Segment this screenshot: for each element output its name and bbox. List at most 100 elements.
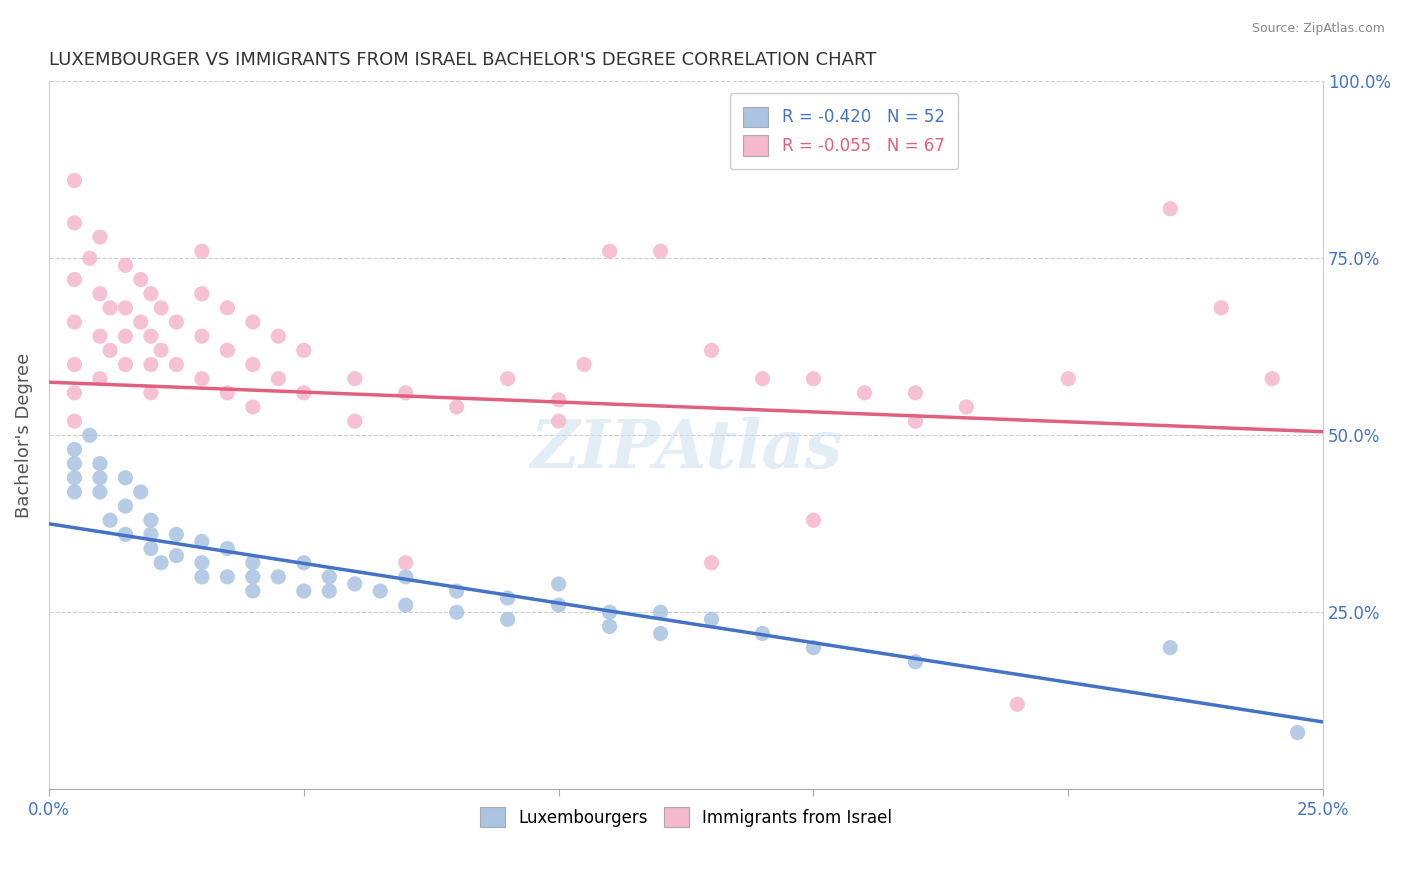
Point	[446, 605, 468, 619]
Point	[242, 315, 264, 329]
Point	[318, 570, 340, 584]
Point	[139, 513, 162, 527]
Text: LUXEMBOURGER VS IMMIGRANTS FROM ISRAEL BACHELOR'S DEGREE CORRELATION CHART: LUXEMBOURGER VS IMMIGRANTS FROM ISRAEL B…	[49, 51, 876, 69]
Point	[700, 343, 723, 358]
Point	[904, 655, 927, 669]
Point	[63, 272, 86, 286]
Point	[599, 605, 621, 619]
Point	[191, 286, 214, 301]
Point	[114, 471, 136, 485]
Point	[63, 471, 86, 485]
Point	[114, 358, 136, 372]
Y-axis label: Bachelor's Degree: Bachelor's Degree	[15, 352, 32, 518]
Point	[63, 457, 86, 471]
Point	[242, 570, 264, 584]
Point	[114, 329, 136, 343]
Point	[292, 556, 315, 570]
Point	[368, 584, 391, 599]
Point	[700, 612, 723, 626]
Point	[191, 371, 214, 385]
Point	[114, 259, 136, 273]
Point	[217, 570, 239, 584]
Point	[165, 358, 187, 372]
Point	[395, 556, 418, 570]
Point	[1286, 725, 1309, 739]
Point	[1211, 301, 1233, 315]
Point	[114, 301, 136, 315]
Point	[191, 329, 214, 343]
Point	[63, 173, 86, 187]
Point	[98, 513, 121, 527]
Point	[547, 392, 569, 407]
Point	[217, 541, 239, 556]
Point	[496, 591, 519, 606]
Point	[292, 343, 315, 358]
Point	[63, 484, 86, 499]
Point	[150, 556, 173, 570]
Legend: Luxembourgers, Immigrants from Israel: Luxembourgers, Immigrants from Israel	[472, 800, 900, 834]
Point	[165, 549, 187, 563]
Point	[853, 385, 876, 400]
Point	[751, 626, 773, 640]
Point	[292, 584, 315, 599]
Point	[599, 244, 621, 259]
Point	[63, 358, 86, 372]
Point	[955, 400, 977, 414]
Point	[139, 286, 162, 301]
Point	[242, 400, 264, 414]
Point	[1261, 371, 1284, 385]
Point	[89, 230, 111, 244]
Point	[1007, 698, 1029, 712]
Point	[139, 541, 162, 556]
Point	[217, 301, 239, 315]
Point	[343, 414, 366, 428]
Point	[89, 484, 111, 499]
Point	[150, 343, 173, 358]
Point	[547, 414, 569, 428]
Point	[446, 584, 468, 599]
Point	[267, 371, 290, 385]
Point	[1057, 371, 1080, 385]
Point	[79, 428, 101, 442]
Point	[129, 315, 152, 329]
Point	[318, 584, 340, 599]
Point	[89, 329, 111, 343]
Point	[572, 358, 595, 372]
Point	[242, 358, 264, 372]
Point	[114, 527, 136, 541]
Point	[904, 385, 927, 400]
Point	[267, 329, 290, 343]
Point	[139, 385, 162, 400]
Point	[63, 414, 86, 428]
Point	[904, 414, 927, 428]
Point	[63, 385, 86, 400]
Point	[242, 556, 264, 570]
Point	[89, 371, 111, 385]
Point	[165, 315, 187, 329]
Point	[650, 626, 672, 640]
Point	[191, 570, 214, 584]
Point	[496, 612, 519, 626]
Point	[547, 598, 569, 612]
Point	[89, 286, 111, 301]
Point	[217, 385, 239, 400]
Point	[599, 619, 621, 633]
Point	[343, 371, 366, 385]
Point	[650, 605, 672, 619]
Point	[650, 244, 672, 259]
Point	[1159, 640, 1181, 655]
Point	[267, 570, 290, 584]
Point	[343, 577, 366, 591]
Point	[191, 556, 214, 570]
Point	[751, 371, 773, 385]
Point	[191, 244, 214, 259]
Text: Source: ZipAtlas.com: Source: ZipAtlas.com	[1251, 22, 1385, 36]
Point	[700, 556, 723, 570]
Point	[139, 358, 162, 372]
Point	[129, 484, 152, 499]
Point	[63, 315, 86, 329]
Point	[114, 499, 136, 513]
Point	[803, 371, 825, 385]
Point	[79, 252, 101, 266]
Point	[129, 272, 152, 286]
